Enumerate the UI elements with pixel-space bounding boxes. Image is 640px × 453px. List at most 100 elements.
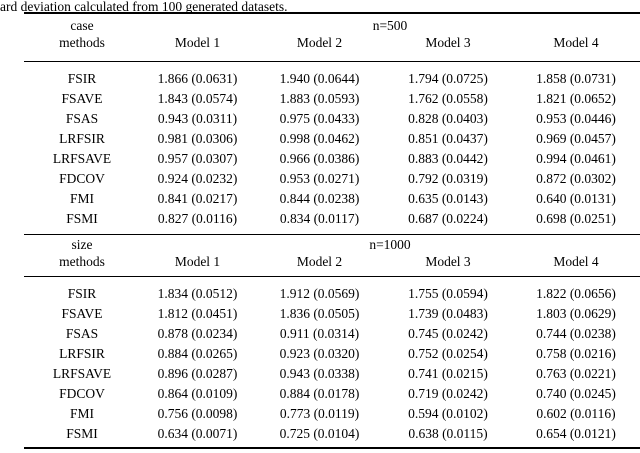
value-cell: 0.953 (0.0446)	[536, 111, 616, 126]
value-cell: 1.834 (0.0512)	[157, 286, 238, 301]
value-cell: 0.896 (0.0287)	[157, 366, 238, 381]
methods-column-label: methods	[24, 253, 140, 277]
table-row: FDCOV 0.864 (0.0109) 0.884 (0.0178) 0.719 (…	[24, 384, 640, 404]
value-cell: 0.756 (0.0098)	[157, 406, 238, 421]
method-name: FDCOV	[59, 386, 105, 401]
value-cell: 1.812 (0.0451)	[157, 306, 238, 321]
value-cell: 0.635 (0.0143)	[408, 191, 488, 206]
value-cell: 0.602 (0.0116)	[536, 406, 616, 421]
table-row: FMI 0.841 (0.0217) 0.844 (0.0238) 0.635 (0.…	[24, 189, 640, 209]
table-body-n500: FSIR 1.866 (0.0631) 1.940 (0.0644) 1.794 (0…	[24, 62, 640, 235]
methods-column-label: methods	[24, 34, 140, 62]
value-cell: 0.864 (0.0109)	[157, 386, 238, 401]
table-row: case n=500	[24, 13, 640, 34]
value-cell: 0.740 (0.0245)	[536, 386, 616, 401]
value-cell: 1.803 (0.0629)	[536, 306, 616, 321]
table-row: FSIR 1.866 (0.0631) 1.940 (0.0644) 1.794 (0…	[24, 62, 640, 90]
value-cell: 0.943 (0.0338)	[279, 366, 360, 381]
value-cell: 0.745 (0.0242)	[408, 326, 488, 341]
column-header-model3: Model 3	[384, 253, 512, 277]
table-row: FSIR 1.834 (0.0512) 1.912 (0.0569) 1.755 (0…	[24, 277, 640, 305]
value-cell: 0.640 (0.0131)	[536, 191, 616, 206]
value-cell: 0.638 (0.0115)	[408, 426, 488, 441]
value-cell: 1.940 (0.0644)	[279, 71, 360, 86]
method-name: FSAS	[65, 326, 99, 341]
table-row: FSAS 0.943 (0.0311) 0.975 (0.0433) 0.828 (0…	[24, 109, 640, 129]
value-cell: 0.827 (0.0116)	[157, 211, 238, 226]
value-cell: 0.828 (0.0403)	[408, 111, 488, 126]
value-cell: 0.844 (0.0238)	[279, 191, 360, 206]
value-cell: 0.883 (0.0442)	[408, 151, 488, 166]
method-name: LRFSAVE	[52, 151, 112, 166]
table-row: methods Model 1 Model 2 Model 3 Model 4	[24, 34, 640, 62]
table-caption-fragment: ard deviation calculated from 100 genera…	[0, 0, 288, 14]
method-name: FMI	[69, 191, 94, 206]
table-row: FSAS 0.878 (0.0234) 0.911 (0.0314) 0.745 (0…	[24, 324, 640, 344]
value-cell: 0.953 (0.0271)	[279, 171, 360, 186]
table-body-n1000: FSIR 1.834 (0.0512) 1.912 (0.0569) 1.755 (0…	[24, 277, 640, 449]
group-label-size: size	[24, 234, 140, 253]
value-cell: 0.687 (0.0224)	[408, 211, 488, 226]
value-cell: 0.654 (0.0121)	[536, 426, 616, 441]
column-header-model1: Model 1	[140, 34, 255, 62]
column-header-model4: Model 4	[512, 253, 640, 277]
table-row: FMI 0.756 (0.0098) 0.773 (0.0119) 0.594 (0.…	[24, 404, 640, 424]
method-name: LRFSIR	[59, 131, 105, 146]
value-cell: 0.719 (0.0242)	[408, 386, 488, 401]
value-cell: 1.858 (0.0731)	[536, 71, 616, 86]
value-cell: 0.924 (0.0232)	[157, 171, 238, 186]
value-cell: 0.792 (0.0319)	[408, 171, 488, 186]
value-cell: 0.741 (0.0215)	[408, 366, 488, 381]
method-name: FSAS	[65, 111, 99, 126]
value-cell: 0.981 (0.0306)	[157, 131, 238, 146]
value-cell: 1.843 (0.0574)	[157, 91, 238, 106]
value-cell: 1.755 (0.0594)	[408, 286, 488, 301]
sample-size-header-n500: n=500	[372, 18, 408, 33]
value-cell: 0.725 (0.0104)	[279, 426, 360, 441]
value-cell: 0.758 (0.0216)	[536, 346, 616, 361]
method-name: FSIR	[67, 286, 97, 301]
table-row: FSMI 0.827 (0.0116) 0.834 (0.0117) 0.687 (0…	[24, 209, 640, 235]
value-cell: 0.594 (0.0102)	[408, 406, 488, 421]
column-header-model4: Model 4	[512, 34, 640, 62]
table-header-n500: case n=500 methods Model 1 Model 2 Model…	[24, 13, 640, 62]
method-name: FSIR	[67, 71, 97, 86]
method-name: FSMI	[66, 426, 98, 441]
value-cell: 1.822 (0.0656)	[536, 286, 616, 301]
method-name: LRFSAVE	[52, 366, 112, 381]
table-row: FSAVE 1.812 (0.0451) 1.836 (0.0505) 1.739 (…	[24, 304, 640, 324]
value-cell: 0.923 (0.0320)	[279, 346, 360, 361]
value-cell: 0.969 (0.0457)	[536, 131, 616, 146]
value-cell: 0.752 (0.0254)	[408, 346, 488, 361]
value-cell: 0.884 (0.0178)	[279, 386, 360, 401]
value-cell: 0.975 (0.0433)	[279, 111, 360, 126]
value-cell: 0.911 (0.0314)	[279, 326, 360, 341]
value-cell: 1.883 (0.0593)	[279, 91, 360, 106]
value-cell: 0.698 (0.0251)	[536, 211, 616, 226]
table-row: LRFSAVE 0.957 (0.0307) 0.966 (0.0386) 0.883…	[24, 149, 640, 169]
method-name: FMI	[69, 406, 94, 421]
sample-size-header-n1000: n=1000	[140, 234, 640, 253]
value-cell: 0.763 (0.0221)	[536, 366, 616, 381]
value-cell: 1.762 (0.0558)	[408, 91, 488, 106]
method-name: FDCOV	[59, 171, 105, 186]
value-cell: 0.878 (0.0234)	[157, 326, 238, 341]
value-cell: 1.866 (0.0631)	[157, 71, 238, 86]
column-header-model3: Model 3	[384, 34, 512, 62]
value-cell: 1.739 (0.0483)	[408, 306, 488, 321]
table-row: FDCOV 0.924 (0.0232) 0.953 (0.0271) 0.792 (…	[24, 169, 640, 189]
value-cell: 0.994 (0.0461)	[536, 151, 616, 166]
method-name: LRFSIR	[59, 346, 105, 361]
value-cell: 0.884 (0.0265)	[157, 346, 238, 361]
table-row: methods Model 1 Model 2 Model 3 Model 4	[24, 253, 640, 277]
column-header-model1: Model 1	[140, 253, 255, 277]
table-row: LRFSIR 0.884 (0.0265) 0.923 (0.0320) 0.752 …	[24, 344, 640, 364]
table-row: LRFSAVE 0.896 (0.0287) 0.943 (0.0338) 0.741…	[24, 364, 640, 384]
value-cell: 1.836 (0.0505)	[279, 306, 360, 321]
value-cell: 0.851 (0.0437)	[408, 131, 488, 146]
table-header-n1000: size n=1000 methods Model 1 Model 2 Mode…	[24, 234, 640, 277]
table-row: size n=1000	[24, 234, 640, 253]
group-label-case: case	[70, 18, 94, 33]
column-header-model2: Model 2	[255, 253, 384, 277]
value-cell: 0.634 (0.0071)	[157, 426, 238, 441]
